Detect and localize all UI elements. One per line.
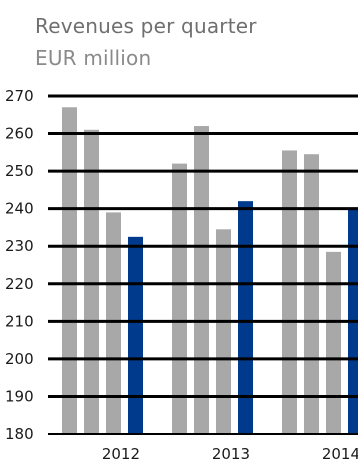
y-tick-label-210: 210 xyxy=(5,312,34,330)
bar-2012-q4 xyxy=(128,236,143,434)
y-tick-label-220: 220 xyxy=(5,275,34,293)
bar-2012-q1 xyxy=(62,107,77,435)
bar-2013-q2 xyxy=(194,126,209,435)
chart-title: Revenues per quarter xyxy=(35,14,257,38)
chart-subtitle: EUR million xyxy=(35,46,152,70)
y-axis-tick-labels: 270 260 250 240 230 220 210 200 190 180 xyxy=(5,87,34,443)
y-tick-label-250: 250 xyxy=(5,162,34,180)
y-tick-label-240: 240 xyxy=(5,200,34,218)
bar-2014-q1 xyxy=(282,150,297,434)
x-tick-label-2014: 2014 xyxy=(322,445,358,463)
gridlines xyxy=(48,94,358,435)
bar-2013-q3 xyxy=(216,229,231,434)
x-axis-tick-labels: 2012 2013 2014 xyxy=(102,445,358,463)
bar-2013-q1 xyxy=(172,163,187,434)
x-tick-label-2012: 2012 xyxy=(102,445,140,463)
bars xyxy=(62,107,358,435)
bar-2014-q2 xyxy=(304,154,319,434)
y-tick-label-200: 200 xyxy=(5,350,34,368)
y-tick-label-190: 190 xyxy=(5,387,34,405)
bar-2014-q3 xyxy=(326,251,341,434)
y-tick-label-260: 260 xyxy=(5,125,34,143)
y-tick-label-270: 270 xyxy=(5,87,34,105)
bar-2013-q4 xyxy=(238,201,253,434)
bar-2012-q2 xyxy=(84,129,99,435)
y-tick-label-230: 230 xyxy=(5,237,34,255)
bar-2012-q3 xyxy=(106,212,121,434)
x-tick-label-2013: 2013 xyxy=(212,445,250,463)
y-tick-label-180: 180 xyxy=(5,425,34,443)
